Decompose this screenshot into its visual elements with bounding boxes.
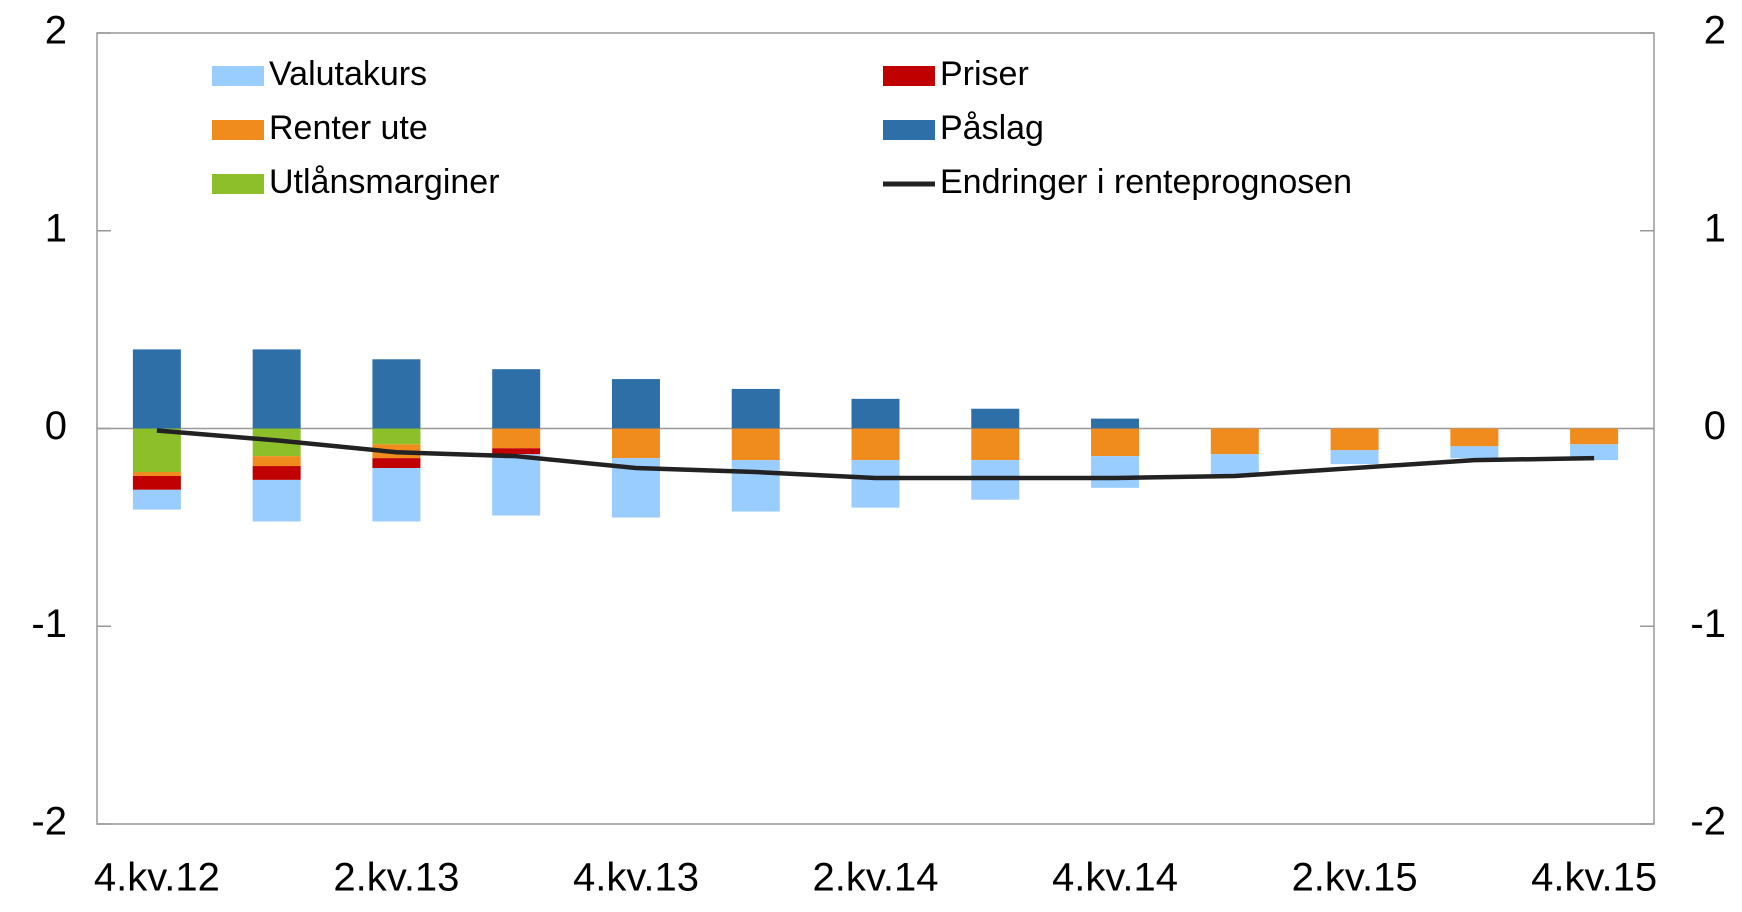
legend-label: Utlånsmarginer	[269, 163, 500, 201]
bar-segment	[132, 349, 181, 429]
bar-segment	[1570, 428, 1619, 445]
y-tick-label: 0	[45, 404, 67, 448]
x-tick-label: 4.kv.13	[573, 856, 699, 900]
bar-segment	[1330, 428, 1379, 451]
x-tick-label: 2.kv.13	[333, 856, 459, 900]
bar-segment	[1210, 454, 1259, 474]
bar-segment	[1450, 446, 1499, 459]
legend-swatch	[883, 120, 935, 140]
y2-tick-label: 2	[1704, 9, 1726, 53]
y2-tick-label: -1	[1690, 602, 1726, 646]
bar-segment	[372, 468, 421, 522]
bar-segment	[492, 448, 541, 455]
x-tick-label: 2.kv.15	[1292, 856, 1418, 900]
bar-segment	[132, 472, 181, 476]
bar-segment	[132, 475, 181, 490]
legend-label: Endringer i renteprognosen	[940, 163, 1352, 201]
bar-segment	[252, 456, 301, 467]
bar-segment	[731, 388, 780, 429]
y2-tick-label: 0	[1704, 404, 1726, 448]
bar-segment	[731, 428, 780, 461]
bar-segment	[132, 489, 181, 510]
y2-tick-label: -2	[1690, 800, 1726, 844]
bar-segment	[372, 428, 421, 445]
bar-segment	[731, 460, 780, 512]
bar-segment	[252, 479, 301, 522]
bar-segment	[1091, 418, 1140, 429]
y-tick-label: 1	[45, 206, 67, 250]
bar-segment	[611, 379, 660, 429]
bar-segment	[492, 369, 541, 429]
x-tick-label: 4.kv.15	[1531, 856, 1657, 900]
bar-segment	[611, 428, 660, 459]
legend-label: Valutakurs	[269, 55, 427, 93]
bar-segment	[492, 428, 541, 449]
legend-label: Påslag	[940, 109, 1044, 147]
bar-segment	[492, 454, 541, 516]
bar-segment	[851, 428, 900, 461]
bar-segment	[1450, 428, 1499, 447]
x-tick-label: 4.kv.14	[1052, 856, 1178, 900]
bar-segment	[1330, 450, 1379, 465]
y-tick-label: -2	[31, 800, 67, 844]
y-tick-label: -1	[31, 602, 67, 646]
x-tick-label: 4.kv.12	[94, 856, 220, 900]
x-tick-label: 2.kv.14	[813, 856, 939, 900]
line-series	[156, 428, 1595, 481]
bar-segment	[1091, 428, 1140, 457]
bar-segment	[1091, 456, 1140, 488]
legend-swatch	[212, 174, 264, 194]
bar-segment	[971, 408, 1020, 429]
legend-label: Renter ute	[269, 109, 428, 147]
bar-segment	[252, 466, 301, 480]
legend-swatch	[212, 120, 264, 140]
bar-segment	[971, 428, 1020, 461]
legend-swatch	[212, 66, 264, 86]
legend-swatch	[883, 66, 935, 86]
bar-segment	[372, 458, 421, 469]
y2-tick-label: 1	[1704, 206, 1726, 250]
bar-segment	[252, 349, 301, 429]
bar-segment	[372, 359, 421, 429]
bar-segment	[851, 398, 900, 429]
bar-segment	[132, 428, 181, 473]
legend-label: Priser	[940, 55, 1029, 93]
bar-segment	[1210, 428, 1259, 455]
y-tick-label: 2	[45, 9, 67, 53]
bar-segment	[851, 460, 900, 508]
